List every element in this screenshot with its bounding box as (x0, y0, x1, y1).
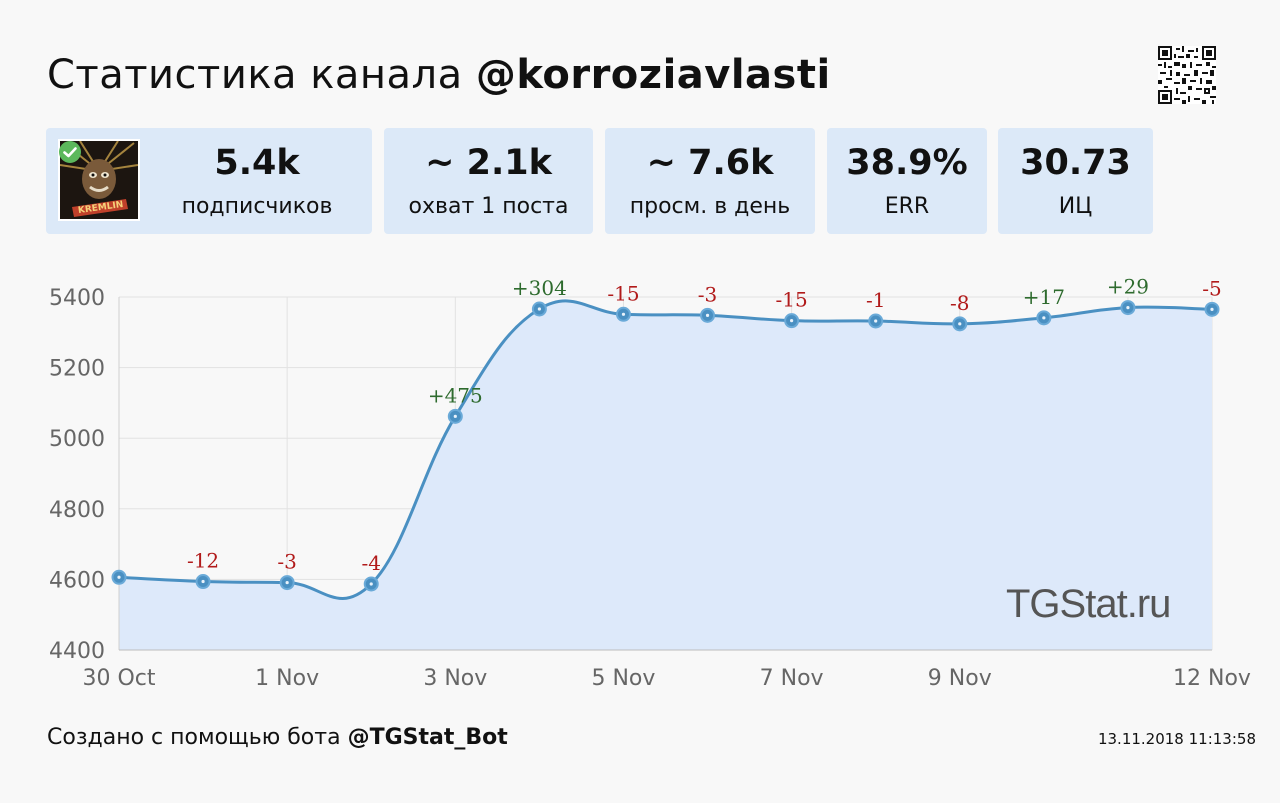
qr-code-icon (1158, 46, 1216, 104)
data-point-center (958, 322, 962, 326)
err-label: ERR (884, 194, 930, 219)
y-tick-label: 5000 (49, 427, 105, 452)
verified-icon (59, 141, 81, 163)
delta-label: -3 (277, 550, 296, 574)
bot-link[interactable]: @TGStat_Bot (347, 725, 508, 750)
subscribers-card: KREMLIN 5.4k подписчиков (46, 128, 372, 234)
subscribers-chart: 4400 4600 4800 5000 5200 5400 -12 -3 -4 +475 +304 -… (49, 275, 1251, 691)
ic-value: 30.73 (1020, 143, 1131, 183)
x-tick-label: 12 Nov (1173, 666, 1251, 691)
reach-label: охват 1 поста (408, 194, 569, 219)
delta-label: +304 (512, 276, 567, 300)
reach-value: ~ 2.1k (425, 143, 552, 183)
delta-label: -4 (361, 551, 380, 575)
x-tick-label: 1 Nov (255, 666, 319, 691)
x-tick-label: 9 Nov (928, 666, 992, 691)
x-tick-label: 3 Nov (423, 666, 487, 691)
delta-label: -15 (607, 281, 639, 305)
timestamp: 13.11.2018 11:13:58 (1097, 730, 1256, 748)
data-point-center (1210, 307, 1214, 311)
x-tick-label: 7 Nov (760, 666, 824, 691)
delta-label: -1 (866, 288, 885, 312)
views-card: ~ 7.6k просм. в день (605, 128, 815, 234)
y-tick-label: 4800 (49, 498, 105, 523)
delta-label: -12 (187, 549, 219, 573)
y-tick-label: 5400 (49, 286, 105, 311)
x-tick-label: 30 Oct (82, 666, 155, 691)
delta-label: +17 (1023, 285, 1065, 309)
series-area (119, 300, 1212, 650)
ic-label: ИЦ (1058, 194, 1093, 219)
data-point-center (874, 319, 878, 323)
delta-label: -15 (776, 288, 808, 312)
reach-card: ~ 2.1k охват 1 поста (384, 128, 593, 234)
err-value: 38.9% (846, 143, 968, 183)
delta-label: +475 (428, 383, 483, 407)
footer-credit: Создано с помощью бота @TGStat_Bot (47, 724, 508, 752)
subscribers-value: 5.4k (214, 143, 300, 183)
views-value: ~ 7.6k (646, 143, 774, 183)
data-point-center (201, 579, 205, 584)
delta-label: -3 (698, 282, 717, 306)
data-point-center (537, 307, 541, 311)
data-point-center (369, 582, 373, 586)
delta-label: -5 (1202, 276, 1221, 300)
err-card: 38.9% ERR (827, 128, 987, 234)
tgstat-watermark: TGStat.ru (1006, 582, 1171, 626)
data-point-center (285, 580, 289, 585)
y-tick-label: 5200 (49, 357, 105, 382)
data-point-center (790, 319, 794, 323)
data-point-center (705, 313, 710, 317)
y-tick-label: 4600 (49, 568, 105, 593)
ic-card: 30.73 ИЦ (998, 128, 1153, 234)
data-point-center (621, 312, 626, 316)
delta-label: -8 (950, 291, 969, 315)
x-tick-label: 5 Nov (591, 666, 655, 691)
subscribers-label: подписчиков (181, 194, 333, 219)
channel-handle: @korroziavlasti (475, 52, 831, 98)
views-label: просм. в день (629, 194, 791, 219)
series-line (118, 299, 1213, 600)
y-tick-label: 4400 (49, 639, 105, 664)
data-point-center (117, 575, 121, 579)
data-point-center (1042, 316, 1046, 320)
footer-prefix: Создано с помощью бота (47, 725, 348, 750)
title-prefix: Статистика канала (47, 52, 476, 98)
page-title: Статистика канала @korroziavlasti (47, 50, 831, 100)
data-point-center (453, 414, 457, 418)
data-point-center (1126, 305, 1130, 310)
delta-label: +29 (1107, 275, 1149, 299)
